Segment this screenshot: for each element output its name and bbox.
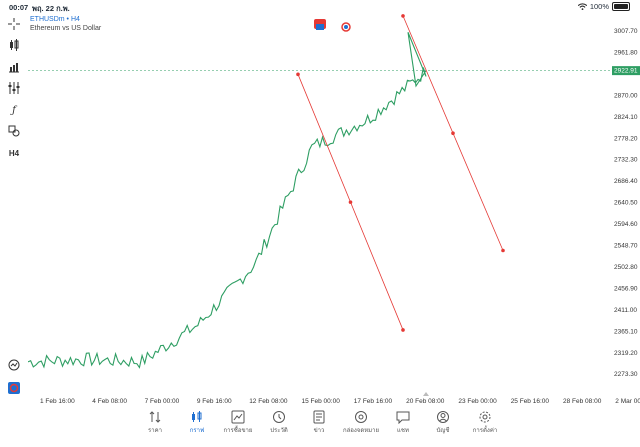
chart-area[interactable]: 3007.70 2961.80 2870.00 2824.10 2778.20 2732.… xyxy=(27,14,640,408)
nav-chat[interactable]: แชท xyxy=(381,410,425,435)
trade-icon xyxy=(231,410,245,424)
nav-mailbox[interactable]: กล่องจดหมาย xyxy=(339,410,383,435)
analytics-icon[interactable] xyxy=(6,357,22,373)
nav-history[interactable]: ประวัติ xyxy=(257,410,301,435)
price-tick-label: 3007.70 xyxy=(614,28,638,35)
battery-percent: 100% xyxy=(589,2,609,11)
indicators-icon[interactable] xyxy=(6,80,22,96)
current-price-tag xyxy=(612,66,640,76)
wifi-icon xyxy=(577,3,587,10)
price-tick-label: 2594.60 xyxy=(614,221,638,228)
price-tick-label: 2732.30 xyxy=(614,157,638,164)
price-tick-label: 2456.90 xyxy=(614,285,638,292)
price-tick-label: 2319.20 xyxy=(614,350,638,357)
crosshair-icon[interactable] xyxy=(6,16,22,32)
trendline-handle[interactable] xyxy=(501,248,505,253)
nav-label: การตั้งค่า xyxy=(472,428,498,434)
scroll-marker-icon[interactable] xyxy=(423,392,429,396)
news-icon xyxy=(313,410,325,424)
symbol-name[interactable]: ETHUSDm • H4 xyxy=(30,16,80,23)
trendline-handle[interactable] xyxy=(348,200,353,204)
nav-news[interactable]: ข่าว xyxy=(297,410,341,435)
nav-account[interactable]: บัญชี xyxy=(421,410,465,435)
trendline-handle[interactable] xyxy=(401,328,405,332)
timeframe-icon[interactable]: H4 xyxy=(8,148,20,158)
nav-quotes[interactable]: ราคา xyxy=(133,410,177,435)
nav-label: การซื้อขาย xyxy=(223,428,253,434)
date-tick-label: 23 Feb 00:00 xyxy=(458,398,497,405)
status-bar: 00:07 พฤ. 22 ก.พ. 100% xyxy=(0,0,640,14)
status-time: 00:07 xyxy=(9,3,29,12)
price-tick-label: 2640.50 xyxy=(614,200,638,207)
status-date: พฤ. 22 ก.พ. xyxy=(32,4,70,13)
price-tick-label: 2778.20 xyxy=(614,135,638,142)
function-icon[interactable]: ƒ xyxy=(12,104,16,116)
chat-icon xyxy=(396,411,410,424)
date-tick-label: 17 Feb 16:00 xyxy=(354,398,393,405)
price-tick-label: 2961.80 xyxy=(614,49,638,56)
price-axis: 3007.70 2961.80 2870.00 2824.10 2778.20 2732.… xyxy=(614,28,638,378)
date-tick-label: 12 Feb 08:00 xyxy=(249,398,288,405)
trendline-handle[interactable] xyxy=(451,131,455,136)
date-tick-label: 28 Feb 08:00 xyxy=(563,398,602,405)
price-chart[interactable]: 3007.70 2961.80 2870.00 2824.10 2778.20 2732.… xyxy=(27,14,640,408)
price-tick-label: 2411.00 xyxy=(614,307,637,314)
history-icon xyxy=(273,411,285,423)
broker-logo-icon[interactable] xyxy=(6,380,22,396)
objects-icon[interactable] xyxy=(6,123,22,139)
date-tick-label: 7 Feb 00:00 xyxy=(145,398,180,405)
trendline-handle[interactable] xyxy=(401,14,405,18)
account-icon xyxy=(437,411,449,423)
price-tick-label: 2273.30 xyxy=(614,371,638,378)
price-tick-label: 2824.10 xyxy=(614,114,638,121)
quotes-icon xyxy=(149,411,161,423)
price-tick-label: 2870.00 xyxy=(614,92,638,99)
chart-icon xyxy=(192,411,202,422)
date-tick-label: 20 Feb 08:00 xyxy=(406,398,445,405)
settings-icon xyxy=(479,411,491,423)
nav-label: กล่องจดหมาย xyxy=(342,428,380,434)
bar-chart-icon[interactable] xyxy=(6,59,22,75)
bottom-navigation: ราคา กราฟ การซื้อขาย ประวัติ ข่าว กล่องจดหมาย… xyxy=(0,408,640,447)
symbol-info: ETHUSDm • H4 Ethereum vs US Dollar xyxy=(30,15,101,33)
date-tick-label: 9 Feb 16:00 xyxy=(197,398,232,405)
trendline-handle[interactable] xyxy=(296,72,300,77)
date-tick-label: 1 Feb 16:00 xyxy=(40,398,75,405)
date-tick-label: 25 Feb 16:00 xyxy=(511,398,550,405)
symbol-description: Ethereum vs US Dollar xyxy=(30,25,102,32)
nav-trade[interactable]: การซื้อขาย xyxy=(216,410,260,435)
price-tick-label: 2502.80 xyxy=(614,264,638,271)
nav-label: แชท xyxy=(397,428,409,434)
nav-label: ประวัติ xyxy=(270,428,288,434)
sell-chip-icon[interactable] xyxy=(314,19,326,30)
nav-label: บัญชี xyxy=(436,428,450,434)
date-tick-label: 2 Mar 00:0 xyxy=(615,398,640,405)
mailbox-icon xyxy=(355,411,367,423)
current-price-label: 2922.91 xyxy=(614,68,638,75)
date-axis: 1 Feb 16:00 4 Feb 08:00 7 Feb 00:00 9 Feb 1… xyxy=(40,398,640,405)
nav-label: ราคา xyxy=(148,428,162,434)
price-tick-label: 2548.70 xyxy=(614,243,638,250)
date-tick-label: 4 Feb 08:00 xyxy=(92,398,127,405)
nav-label: ข่าว xyxy=(313,428,325,434)
price-tick-label: 2686.40 xyxy=(614,178,638,185)
status-right: 100% xyxy=(577,2,630,11)
candles-icon[interactable] xyxy=(6,37,22,53)
price-tick-label: 2365.10 xyxy=(614,328,638,335)
nav-label: กราฟ xyxy=(189,428,205,434)
date-tick-label: 15 Feb 00:00 xyxy=(302,398,341,405)
battery-icon xyxy=(612,2,630,11)
left-toolbar: ƒ H4 xyxy=(0,14,28,409)
nav-chart[interactable]: กราฟ xyxy=(175,410,219,435)
buy-chip-icon[interactable] xyxy=(340,19,352,32)
nav-settings[interactable]: การตั้งค่า xyxy=(463,410,507,435)
price-series-line xyxy=(27,32,427,369)
